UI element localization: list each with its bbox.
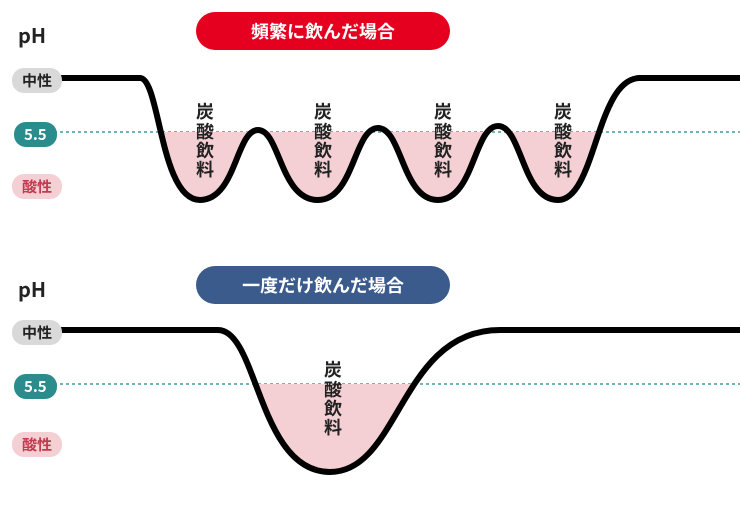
- drink-label: 炭酸飲料: [310, 102, 336, 178]
- y-label-threshold: 5.5: [14, 374, 57, 399]
- axis-title-top: pH: [18, 20, 46, 49]
- y-label-neutral: 中性: [12, 320, 62, 345]
- y-label-acid: 酸性: [12, 174, 62, 199]
- y-label-threshold: 5.5: [14, 122, 57, 147]
- y-label-neutral: 中性: [12, 68, 62, 93]
- drink-label: 炭酸飲料: [430, 102, 456, 178]
- y-label-acid: 酸性: [12, 432, 62, 457]
- drink-label: 炭酸飲料: [550, 102, 576, 178]
- chart-once: pH 一度だけ飲んだ場合 中性 5.5 酸性 炭酸飲料: [0, 262, 740, 511]
- title-badge-frequent: 頻繁に飲んだ場合: [196, 12, 450, 50]
- drink-label: 炭酸飲料: [320, 360, 346, 436]
- drink-label: 炭酸飲料: [192, 102, 218, 178]
- chart-frequent: pH 頻繁に飲んだ場合 中性 5.5 酸性 炭酸飲料 炭酸飲料 炭酸飲料 炭酸飲料: [0, 0, 740, 240]
- title-badge-once: 一度だけ飲んだ場合: [196, 266, 450, 304]
- axis-title-bottom: pH: [18, 274, 46, 303]
